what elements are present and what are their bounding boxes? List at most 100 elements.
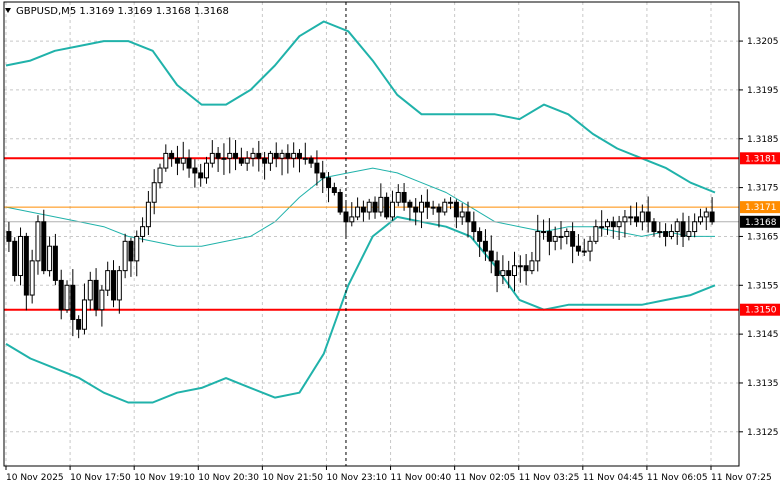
candle-body <box>151 182 157 203</box>
candles <box>6 137 715 339</box>
candle-body <box>668 231 674 237</box>
candle-body <box>599 226 605 229</box>
candle-body <box>639 211 645 223</box>
candle-body <box>337 191 343 213</box>
level-tag <box>740 201 780 214</box>
candle-body <box>395 191 401 203</box>
candle-body <box>145 201 151 228</box>
x-tick-label: 11 Nov 07:25 <box>711 473 772 483</box>
candle-body <box>471 221 477 233</box>
candle-body <box>477 231 483 242</box>
candle-body <box>273 152 279 159</box>
current-price-tag <box>740 215 780 228</box>
candle-body <box>256 152 262 159</box>
candle-body <box>320 172 326 179</box>
y-tick-label: 1.3175 <box>747 184 779 194</box>
candle-body <box>692 221 698 233</box>
candle-body <box>18 235 24 277</box>
candle-body <box>378 196 384 213</box>
candle-body <box>326 177 332 189</box>
candle-body <box>593 226 599 242</box>
candle-body <box>663 231 669 237</box>
candle-body <box>186 157 192 169</box>
candle-body <box>64 284 70 311</box>
x-tick-label: 11 Nov 00:40 <box>391 473 452 483</box>
candle-body <box>355 206 361 218</box>
candle-body <box>546 231 552 242</box>
candle-body <box>488 250 494 262</box>
candle-body <box>233 152 239 159</box>
y-tick-label: 1.3165 <box>747 232 779 242</box>
candle-body <box>134 235 140 262</box>
x-tick-label: 10 Nov 21:50 <box>262 473 323 483</box>
candle-body <box>459 211 465 218</box>
candle-body <box>674 221 680 233</box>
candle-body <box>331 187 337 193</box>
y-tick-label: 1.3195 <box>747 86 779 96</box>
candle-body <box>465 211 471 223</box>
candle-body <box>291 152 297 159</box>
x-tick-label: 11 Nov 04:45 <box>583 473 644 483</box>
candle-body <box>349 216 355 223</box>
candle-body <box>500 270 506 277</box>
candle-body <box>35 221 41 262</box>
candle-body <box>122 240 128 272</box>
candle-body <box>616 221 622 228</box>
candle-body <box>575 245 581 252</box>
candle-body <box>70 284 76 320</box>
x-tick-label: 11 Nov 06:05 <box>647 473 708 483</box>
candle-body <box>419 201 425 213</box>
candle-body <box>523 265 529 272</box>
candle-body <box>686 231 692 237</box>
candle-body <box>105 270 111 291</box>
candle-body <box>23 235 29 296</box>
candle-body <box>192 167 198 174</box>
chart-frame <box>3 1 740 467</box>
candle-body <box>203 162 209 179</box>
candle-body <box>581 250 587 253</box>
candle-body <box>140 226 146 237</box>
candle-body <box>651 221 657 233</box>
candle-body <box>430 206 436 209</box>
y-tick-label: 1.3185 <box>747 135 779 145</box>
candle-body <box>366 201 372 213</box>
candle-body <box>628 216 634 219</box>
candle-body <box>634 216 640 223</box>
candle-body <box>58 279 64 311</box>
candle-body <box>448 201 454 204</box>
candle-body <box>436 206 442 213</box>
level-tag-label: 1.3181 <box>745 154 777 164</box>
candle-body <box>41 221 47 272</box>
candle-body <box>407 201 413 208</box>
candle-body <box>111 270 117 301</box>
candle-body <box>709 211 715 223</box>
candle-body <box>302 157 308 160</box>
candle-body <box>453 201 459 218</box>
symbol-dropdown-icon[interactable] <box>5 8 11 13</box>
candle-body <box>47 245 53 272</box>
candle-body <box>622 216 628 223</box>
bollinger-bands <box>5 20 716 404</box>
y-tick-label: 1.3145 <box>747 330 779 340</box>
candle-body <box>610 221 616 228</box>
candle-body <box>215 152 221 159</box>
candle-body <box>494 260 500 277</box>
candle-body <box>29 260 35 296</box>
candle-body <box>703 211 709 218</box>
candle-body <box>389 201 395 218</box>
current-price-label: 1.3168 <box>745 218 777 228</box>
candle-body <box>645 211 651 223</box>
candle-body <box>401 191 407 203</box>
candle-body <box>587 240 593 252</box>
y-tick-label: 1.3155 <box>747 281 779 291</box>
x-tick-label: 10 Nov 19:10 <box>134 473 195 483</box>
candle-body <box>424 201 430 208</box>
candle-body <box>279 152 285 159</box>
candle-body <box>285 152 291 159</box>
y-tick-label: 1.3205 <box>747 37 779 47</box>
candle-body <box>360 206 366 213</box>
candle-body <box>482 240 488 252</box>
candle-body <box>267 152 273 164</box>
candle-body <box>93 279 99 311</box>
